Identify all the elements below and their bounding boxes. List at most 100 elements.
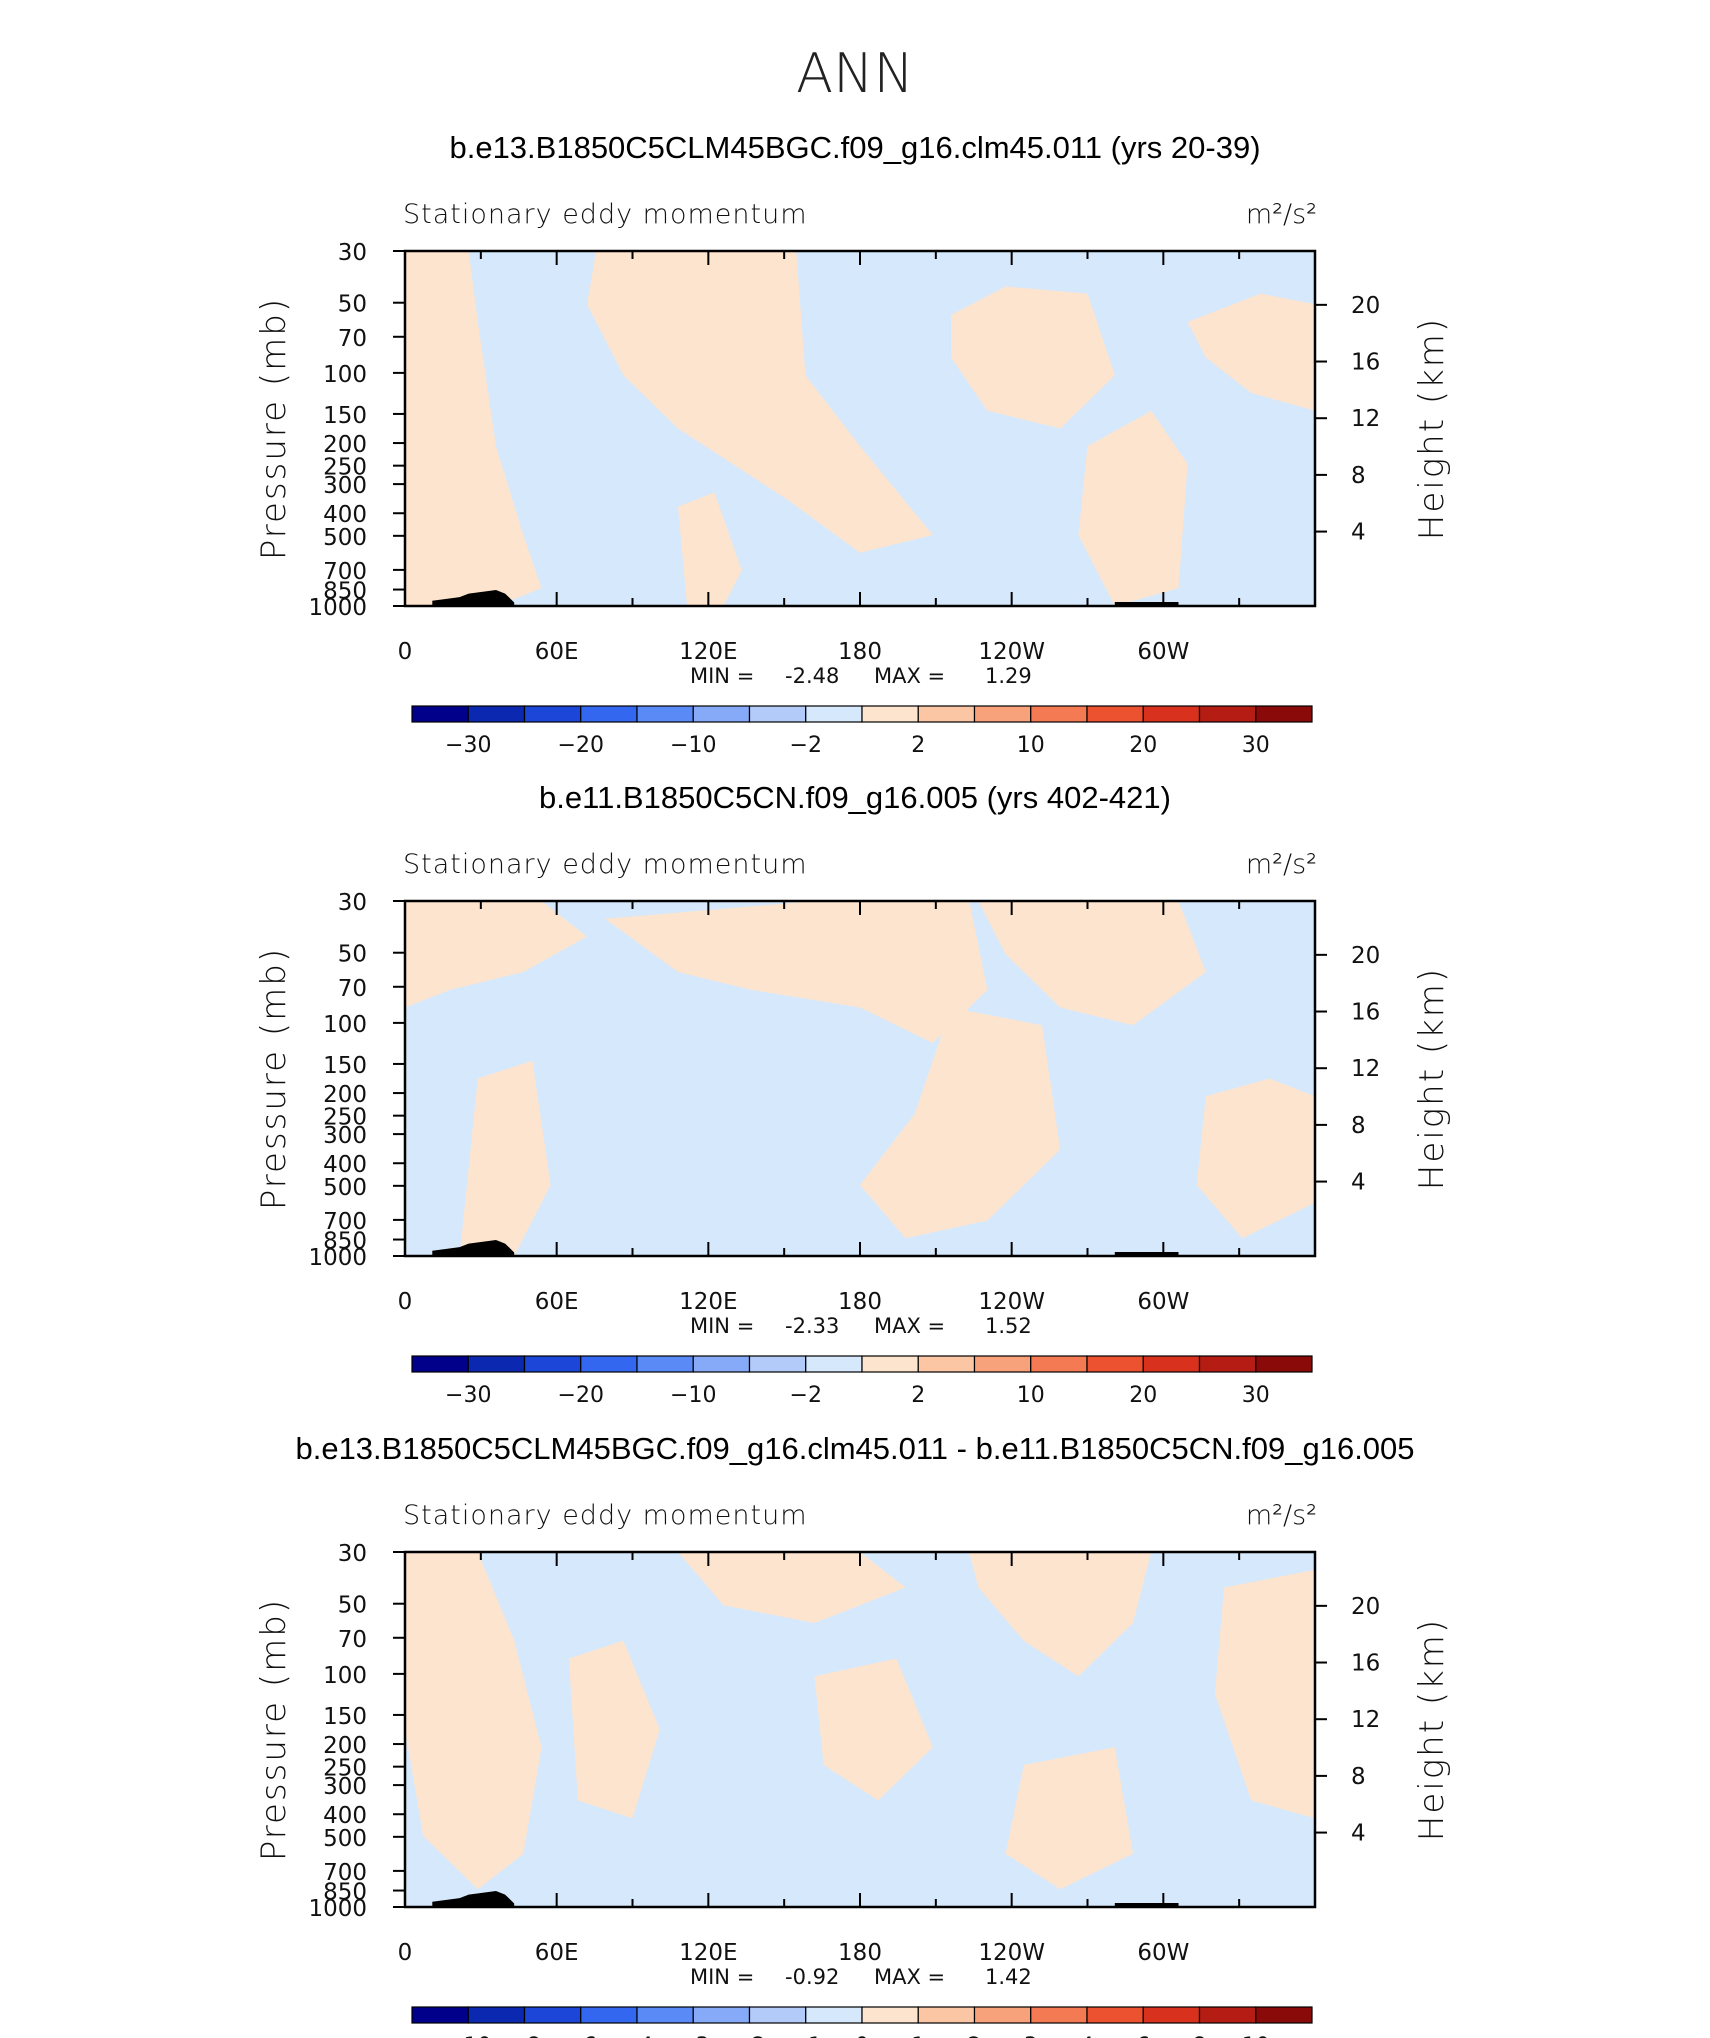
colorbar-swatch <box>1030 705 1088 723</box>
colorbar-swatch <box>411 705 469 723</box>
x-tick-label: 60E <box>535 639 579 665</box>
min-value: -2.33 <box>785 1314 839 1338</box>
y-tick-label: 400 <box>323 1803 367 1829</box>
max-label: MAX = <box>874 1314 945 1338</box>
min-label: MIN = <box>690 1965 754 1989</box>
right-tick-label: 20 <box>1351 1594 1380 1620</box>
chart-panel-3: b.e13.B1850C5CLM45BGC.f09_g16.clm45.011 … <box>254 1431 1452 2038</box>
colorbar-label: −1 <box>790 2034 822 2038</box>
y-tick-label: 100 <box>323 362 367 388</box>
contour-region-2 <box>605 901 988 1043</box>
colorbar-swatch <box>748 1355 807 1373</box>
colorbar-label: −2 <box>790 1383 822 1408</box>
colorbar-label: 3 <box>1024 2034 1038 2038</box>
contour-region-1 <box>405 901 587 1008</box>
colorbar-label: 20 <box>1129 1383 1157 1408</box>
right-tick-label: 20 <box>1351 943 1380 969</box>
y-tick-label: 700 <box>323 1860 367 1886</box>
contour-region-7 <box>1005 1747 1133 1890</box>
contour-region-5 <box>459 1060 551 1256</box>
y-tick-label: 700 <box>323 1209 367 1235</box>
panel-subtitle: Stationary eddy momentum <box>403 199 808 230</box>
max-value: 1.52 <box>985 1314 1032 1338</box>
colorbar-swatch <box>467 705 526 723</box>
topography-andes <box>1114 1903 1179 1907</box>
colorbar-swatch <box>580 705 638 723</box>
colorbar-swatch <box>1198 705 1257 723</box>
units-label: m²/s² <box>1246 199 1317 230</box>
colorbar-swatch <box>467 2006 526 2024</box>
contour-region-3 <box>951 286 1115 429</box>
y-tick-label: 300 <box>323 473 367 499</box>
min-value: -0.92 <box>785 1965 839 1989</box>
colorbar-label: 30 <box>1242 1383 1270 1408</box>
colorbar-label: 6 <box>1136 2034 1150 2038</box>
contour-region-4 <box>814 1658 933 1801</box>
colorbar-label: −10 <box>670 733 716 758</box>
colorbar-swatch <box>467 1355 526 1373</box>
colorbar-swatch <box>861 1355 919 1373</box>
x-tick-label: 60E <box>535 1289 579 1315</box>
contour-region-6 <box>1214 1569 1315 1819</box>
colorbar-label: −30 <box>445 1383 491 1408</box>
colorbar-swatch <box>692 1355 751 1373</box>
y-tick-label: 200 <box>323 432 367 458</box>
right-tick-label: 12 <box>1351 1056 1380 1082</box>
figure-title: ANN <box>796 42 914 105</box>
contour-region-2 <box>587 251 933 553</box>
contour-region-3 <box>678 1552 906 1623</box>
colorbar-swatch <box>692 705 751 723</box>
y-tick-label: 150 <box>323 1704 367 1730</box>
colorbar-swatch <box>1255 705 1313 723</box>
colorbar-label: −20 <box>558 733 604 758</box>
colorbar-label: 10 <box>1017 733 1045 758</box>
y-tick-label: 300 <box>323 1774 367 1800</box>
units-label: m²/s² <box>1246 849 1317 880</box>
colorbar-swatch <box>805 1355 863 1373</box>
colorbar-label: −3 <box>677 2034 709 2038</box>
colorbar-swatch <box>411 1355 469 1373</box>
colorbar-label: 30 <box>1242 733 1270 758</box>
x-tick-label: 0 <box>398 1289 413 1315</box>
contour-region-5 <box>969 1552 1152 1677</box>
contour-region-6 <box>678 492 742 606</box>
y-tick-label: 200 <box>323 1733 367 1759</box>
topography <box>432 1240 515 1256</box>
units-label: m²/s² <box>1246 1500 1317 1531</box>
right-tick-label: 20 <box>1351 293 1380 319</box>
right-tick-label: 16 <box>1351 350 1380 376</box>
contour-region-4 <box>1187 293 1315 411</box>
colorbar-swatch <box>917 705 976 723</box>
colorbar-label: −2 <box>790 733 822 758</box>
colorbar-swatch <box>1255 1355 1313 1373</box>
max-label: MAX = <box>874 1965 945 1989</box>
x-tick-label: 120W <box>978 639 1045 665</box>
y-tick-label: 30 <box>338 890 367 916</box>
y-axis-label: Pressure (mb) <box>254 297 294 560</box>
colorbar-swatch <box>1255 2006 1313 2024</box>
panel-title: b.e11.B1850C5CN.f09_g16.005 (yrs 402-421… <box>539 780 1171 815</box>
contour-region-1 <box>405 251 542 606</box>
right-tick-label: 4 <box>1351 1170 1366 1196</box>
colorbar-swatch <box>636 705 694 723</box>
right-axis-label: Height (km) <box>1412 967 1452 1190</box>
colorbar-swatch <box>636 1355 694 1373</box>
min-value: -2.48 <box>785 664 839 688</box>
x-tick-label: 60E <box>535 1940 579 1966</box>
y-tick-label: 250 <box>323 1105 367 1131</box>
colorbar-swatch <box>917 1355 976 1373</box>
colorbar-label: 1 <box>911 2034 925 2038</box>
colorbar-label: −20 <box>558 1383 604 1408</box>
y-tick-label: 30 <box>338 1541 367 1567</box>
y-tick-label: 1000 <box>308 1245 367 1271</box>
y-tick-label: 850 <box>323 1880 367 1906</box>
y-tick-label: 70 <box>338 326 367 352</box>
topography <box>432 1891 515 1907</box>
y-tick-label: 50 <box>338 942 367 968</box>
y-tick-label: 250 <box>323 1756 367 1782</box>
colorbar-swatch <box>411 2006 469 2024</box>
colorbar-swatch <box>523 1355 582 1373</box>
x-tick-label: 0 <box>398 639 413 665</box>
y-tick-label: 70 <box>338 976 367 1002</box>
